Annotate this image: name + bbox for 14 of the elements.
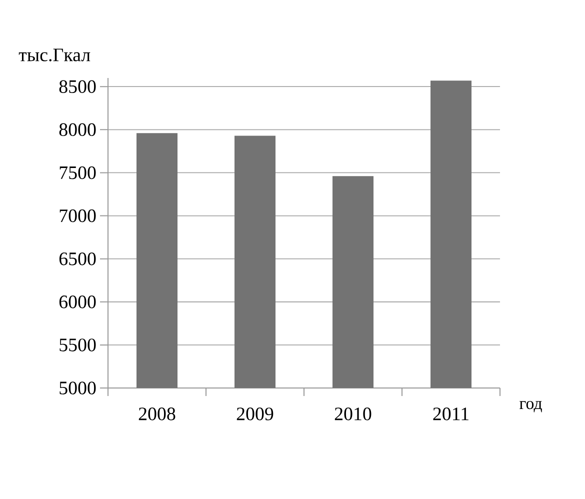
y-tick-label: 7000 — [60, 209, 96, 222]
y-tick-label: 6000 — [59, 296, 96, 308]
y-tick-label: 7500 — [60, 166, 96, 180]
y-tick-label: 8500 — [59, 80, 96, 93]
x-tick-label: 2011 — [433, 408, 468, 420]
y-tick-label: 6500 — [59, 252, 96, 266]
x-tick-label: 2008 — [138, 408, 176, 420]
y-tick-label: 8000 — [59, 123, 96, 136]
x-axis-title: год — [520, 400, 542, 412]
y-axis-title: тыс.Гкал — [18, 48, 90, 62]
x-tick-label: 2010 — [334, 408, 372, 420]
y-tick-label: 5500 — [60, 338, 96, 352]
x-tick-label: 2009 — [236, 408, 274, 420]
y-tick-label: 5000 — [60, 382, 96, 394]
